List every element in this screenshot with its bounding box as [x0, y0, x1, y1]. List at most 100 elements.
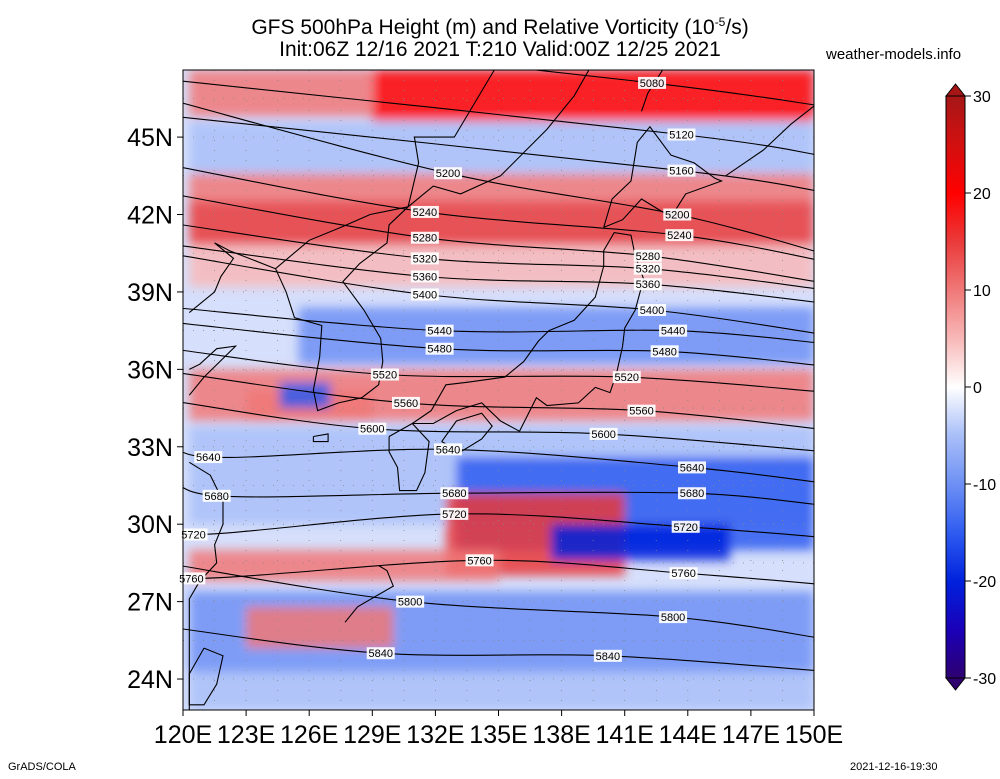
- title-exponent: -5: [714, 15, 726, 29]
- height-contour-5800: [183, 565, 814, 638]
- lon-tick-label: 129E: [343, 721, 401, 749]
- contour-label: 5800: [661, 612, 685, 624]
- plot-area: 5080512051605200520052405240528052805320…: [177, 69, 815, 711]
- contour-label-bg: [370, 368, 399, 381]
- vorticity-region: [189, 70, 373, 117]
- vorticity-region: [298, 307, 814, 365]
- lon-tick-label: 144E: [659, 721, 717, 749]
- colorbar-min-arrow: [944, 677, 967, 691]
- contour-label: 5240: [667, 230, 691, 242]
- coast-china-south: [188, 345, 238, 396]
- contour-label-bg: [650, 345, 679, 358]
- contour-label-bg: [396, 595, 425, 608]
- lon-tick-label: 123E: [217, 721, 275, 749]
- height-contour-5440: [183, 307, 814, 344]
- colorbar-tick-label: 20: [973, 186, 991, 203]
- contour-label: 5720: [673, 522, 697, 534]
- coast-russia-east: [407, 70, 590, 208]
- height-contour-5120: [183, 80, 814, 155]
- contour-label: 5520: [615, 372, 639, 384]
- site-label: weather-models.info: [826, 46, 962, 63]
- coastlines: [188, 70, 814, 710]
- contour-label: 5120: [669, 130, 693, 142]
- vorticity-region: [246, 606, 394, 649]
- height-contour-5280: [183, 195, 814, 282]
- contour-label-bg: [410, 231, 439, 244]
- colorbar-tick-label: 30: [973, 89, 991, 106]
- contour-label-bg: [589, 427, 618, 440]
- coast-taiwan: [188, 647, 224, 706]
- contour-label-bg: [440, 507, 469, 520]
- height-contour-5480: [183, 322, 814, 366]
- coast-china-east: [188, 242, 276, 314]
- vorticity-region: [189, 173, 814, 202]
- contour-labels: 5080512051605200520052405240528052805320…: [177, 76, 707, 663]
- height-contour-5360: [183, 245, 814, 303]
- vorticity-region: [372, 70, 814, 122]
- contour-label-bg: [638, 76, 667, 89]
- coast-japan-hokkaido: [603, 125, 724, 228]
- contour-label: 5280: [636, 251, 660, 263]
- contour-label: 5480: [652, 346, 676, 358]
- contour-label: 5360: [413, 271, 437, 283]
- lat-tick-label: 36N: [127, 356, 173, 384]
- contour-label: 5440: [427, 326, 451, 338]
- contour-label: 5400: [413, 290, 437, 302]
- vorticity-region: [551, 524, 730, 561]
- contour-label-bg: [440, 487, 469, 500]
- height-contour-5200: [183, 102, 814, 252]
- contour-label: 5200: [665, 210, 689, 222]
- contour-label-bg: [678, 461, 707, 474]
- contour-label: 5720: [442, 509, 466, 521]
- contour-label-bg: [659, 324, 688, 337]
- chart-title: GFS 500hPa Height (m) and Relative Vorti…: [251, 15, 749, 39]
- contour-label: 5680: [204, 491, 228, 503]
- footer-software: GrADS/COLA: [8, 761, 76, 773]
- contour-label-bg: [465, 554, 494, 567]
- height-contour-5840: [183, 628, 814, 671]
- coast-jeju: [312, 433, 329, 443]
- vorticity-region: [189, 671, 814, 710]
- height-contour-5320: [183, 224, 814, 290]
- coast-japan-kyushu: [388, 422, 430, 492]
- height-contour-5400: [183, 255, 814, 334]
- contour-label: 5560: [394, 398, 418, 410]
- contour-label: 5640: [680, 462, 704, 474]
- contour-label-bg: [671, 520, 700, 533]
- chart-subtitle: Init:06Z 12/16 2021 T:210 Valid:00Z 12/2…: [279, 38, 721, 61]
- height-contour-5080: [532, 70, 814, 106]
- vorticity-region: [189, 121, 814, 174]
- height-contour-5520: [183, 349, 814, 392]
- contour-label: 5640: [196, 452, 220, 464]
- contour-label: 5800: [398, 597, 422, 609]
- contour-label-bg: [410, 205, 439, 218]
- vorticity-region: [279, 382, 331, 409]
- lon-tick-label: 126E: [280, 721, 338, 749]
- contour-label-bg: [410, 270, 439, 283]
- contour-label: 5720: [181, 530, 205, 542]
- colorbar-ticks: 30 20 10 0 -10 -20 -30: [965, 89, 996, 688]
- contour-label: 5760: [467, 555, 491, 567]
- contour-label-bg: [633, 249, 662, 262]
- lon-tick-label: 132E: [406, 721, 464, 749]
- lat-tick-label: 24N: [127, 666, 173, 694]
- lat-tick-label: 45N: [127, 124, 173, 152]
- lon-axis: 120E 123E 126E 129E 132E 135E 138E 141E 144E 147E…: [154, 710, 843, 749]
- contour-label: 5520: [373, 370, 397, 382]
- contour-label-bg: [358, 422, 387, 435]
- contour-label-bg: [627, 404, 656, 417]
- border-china-russia: [407, 70, 495, 207]
- contour-label: 5560: [629, 406, 653, 418]
- colorbar-max-arrow: [944, 83, 967, 97]
- contour-label: 5080: [640, 78, 664, 90]
- contour-label-bg: [633, 262, 662, 275]
- contour-label-bg: [434, 443, 463, 456]
- contour-label-bg: [633, 278, 662, 291]
- contour-label: 5600: [360, 424, 384, 436]
- contour-label-bg: [194, 451, 223, 464]
- contour-label-bg: [410, 252, 439, 265]
- height-contour-5240: [183, 167, 814, 260]
- contour-label-bg: [638, 304, 667, 316]
- colorbar-fill: [946, 96, 965, 678]
